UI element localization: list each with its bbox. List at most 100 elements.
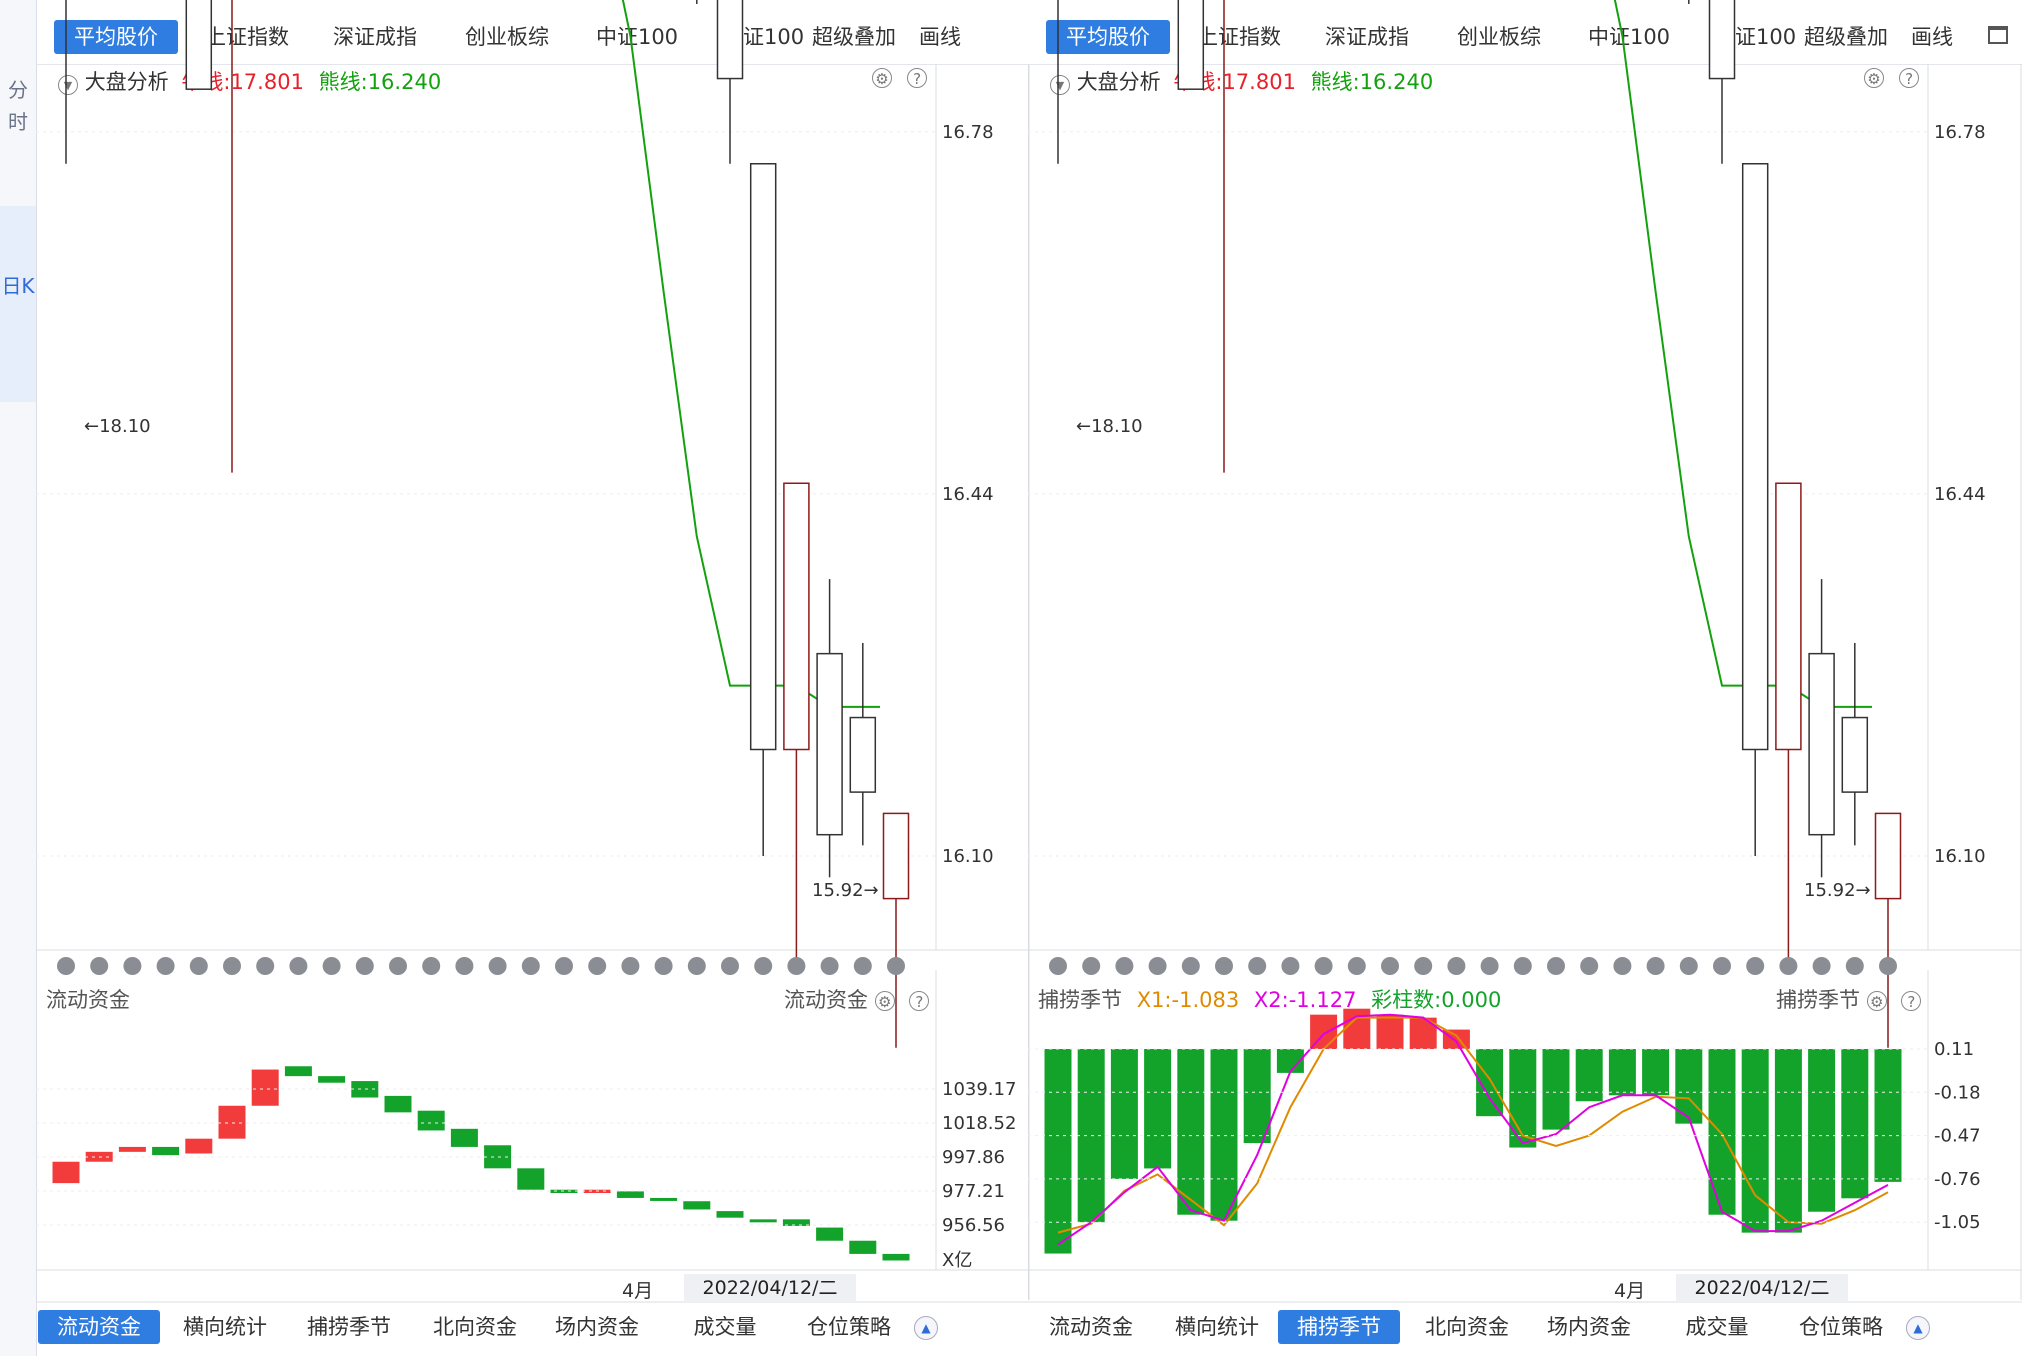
collapse-up-icon[interactable]: ▲ [914,1316,938,1340]
y-tick-label: 1018.52 [942,1113,1016,1134]
sub-title-right: 捕捞季节 [1776,988,1860,1012]
help-icon[interactable]: ? [907,68,928,88]
fishing-bar [1542,1049,1570,1130]
x1-line [1057,1016,1889,1234]
liquidity-bar [816,1227,844,1241]
maximize-icon[interactable] [1988,26,2008,44]
liquidity-bar [52,1161,80,1184]
fishing-bar [1509,1049,1537,1148]
help-icon[interactable]: ? [1901,991,1922,1011]
liquidity-bar [218,1105,246,1139]
tab-fishing-season[interactable]: 捕捞季节 [307,1315,391,1339]
month-label: 4月 [1614,1280,1646,1302]
liquidity-bar [882,1253,910,1261]
tab-cross-stats[interactable]: 横向统计 [1175,1315,1259,1339]
tab-northbound[interactable]: 北向资金 [433,1315,517,1339]
tab-chinext[interactable]: 创业板综 [1457,25,1541,49]
tab-floor-funds[interactable]: 场内资金 [555,1315,639,1339]
tab-drawing[interactable]: 画线 [1911,25,1953,49]
scroll-dot [355,957,374,975]
bar-count-value: 彩柱数:0.000 [1371,988,1502,1012]
liquidity-bar [251,1069,279,1106]
help-icon[interactable]: ? [1899,68,1920,88]
tab-average-price[interactable]: 平均股价 [54,20,178,54]
settings-icon[interactable]: ⚙ [872,68,892,88]
tab-floor-funds[interactable]: 场内资金 [1547,1315,1631,1339]
y-tick-label: 16.10 [942,846,994,867]
fishing-bar [1144,1049,1172,1169]
tab-average-price[interactable]: 平均股价 [1046,20,1170,54]
scroll-dot [123,957,142,975]
liquidity-bar [484,1145,512,1169]
liquidity-bar [450,1128,478,1147]
scroll-dot [1049,957,1067,975]
tab-super-overlay[interactable]: 超级叠加 [1804,25,1888,49]
scroll-dot [389,957,407,975]
intraday-tab[interactable]: 分时 [0,74,36,138]
tab-szse-index[interactable]: 深证成指 [333,25,417,49]
y-tick-label: 16.44 [942,484,994,505]
scroll-dot [455,957,474,975]
chevron-down-icon[interactable]: ▼ [58,75,78,95]
candle [816,652,843,836]
scroll-dot [1779,957,1798,975]
scroll-dot [1148,957,1167,975]
tab-position-strategy[interactable]: 仓位策略 [1799,1315,1883,1339]
daily-k-tab[interactable]: 日K [0,206,36,402]
tab-csi100[interactable]: 中证100 [1587,25,1671,49]
tab-northbound[interactable]: 北向资金 [1425,1315,1509,1339]
main-legend-tools: ⚙ ? [872,68,928,88]
index-tabs: 平均股价 上证指数 深证成指 创业板综 中证100 中证1000 超级叠加 画线 [1028,0,2022,65]
tab-super-overlay[interactable]: 超级叠加 [812,25,896,49]
liquidity-bar [683,1201,711,1210]
scroll-dot [1812,957,1831,975]
high-mark: ←18.10 [1076,416,1143,437]
settings-icon[interactable]: ⚙ [874,991,895,1011]
tab-szse-index[interactable]: 深证成指 [1325,25,1409,49]
collapse-up-icon[interactable]: ▲ [1906,1316,1930,1340]
left-chart-panel: 平均股价 上证指数 深证成指 创业板综 中证100 中证1000 超级叠加 画线… [36,0,1030,1356]
scroll-dot [1248,957,1267,975]
candle [1874,812,1902,900]
scroll-dot [887,957,905,975]
scroll-dot [1082,957,1101,975]
y-tick-label: 16.78 [942,122,994,143]
tab-csi100[interactable]: 中证100 [595,25,679,49]
tab-fishing-season[interactable]: 捕捞季节 [1278,1310,1400,1344]
settings-icon[interactable]: ⚙ [1866,991,1887,1011]
tab-liquidity[interactable]: 流动资金 [38,1310,160,1344]
fishing-bar [1243,1049,1271,1144]
chevron-down-icon[interactable]: ▼ [1050,75,1070,95]
tab-volume[interactable]: 成交量 [693,1315,757,1339]
candle [1177,0,1205,90]
scroll-dot [90,957,109,975]
cursor-date: 2022/04/12/二 [684,1274,856,1302]
candle [849,716,877,793]
scroll-dot [1845,957,1864,975]
scroll-dot [1281,957,1300,975]
tab-cross-stats[interactable]: 横向统计 [183,1315,267,1339]
tab-volume[interactable]: 成交量 [1685,1315,1749,1339]
candle [1708,0,1736,80]
low-mark: 15.92→ [1804,880,1871,901]
settings-icon[interactable]: ⚙ [1864,68,1884,88]
tab-chinext[interactable]: 创业板综 [465,25,549,49]
sub-tools: 流动资金 ⚙ ? [784,984,930,1014]
tab-sse-index[interactable]: 上证指数 [205,25,289,49]
help-icon[interactable]: ? [909,991,930,1011]
scroll-dot [1414,957,1433,975]
tab-position-strategy[interactable]: 仓位策略 [807,1315,891,1339]
tab-liquidity[interactable]: 流动资金 [1049,1315,1133,1339]
scroll-dot [521,957,540,975]
scroll-dot [57,957,75,975]
scroll-dot [1746,957,1765,975]
tab-drawing[interactable]: 画线 [919,25,961,49]
scroll-dot [1646,957,1665,975]
y-tick-label: -0.18 [1934,1082,1981,1103]
tab-sse-index[interactable]: 上证指数 [1197,25,1281,49]
fishing-bar [1376,1014,1404,1049]
scroll-dot [1447,957,1466,975]
liquidity-bar [749,1219,777,1223]
liquidity-bar [616,1191,644,1198]
candle [1741,163,1769,751]
